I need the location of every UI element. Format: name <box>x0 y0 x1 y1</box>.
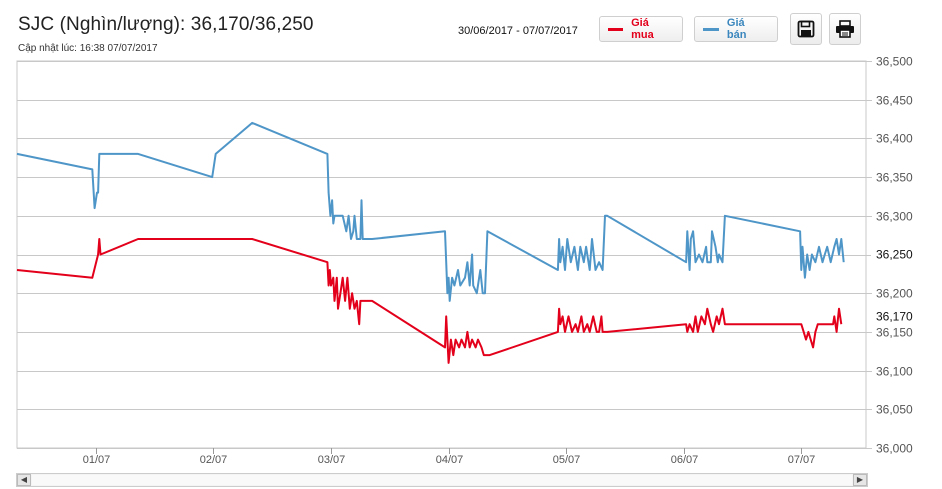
chart-scrollbar[interactable]: ◀ ▶ <box>16 473 868 487</box>
chart-series <box>16 121 845 364</box>
x-tick-label: 04/07 <box>436 454 464 466</box>
y-tick-label: 36,500 <box>876 55 913 69</box>
series-line-buy <box>16 238 843 364</box>
legend-sell-button[interactable]: Giá bán <box>694 16 778 42</box>
y-tick-label: 36,350 <box>876 171 913 185</box>
current-value-text: 36,170 <box>876 309 913 323</box>
current-value-bg <box>871 245 925 263</box>
current-value-text: 36,250 <box>876 248 913 262</box>
x-axis-ticks: 01/07 02/07 03/07 04/07 05/07 06/07 07/07 <box>83 448 816 466</box>
buy-swatch <box>608 27 624 31</box>
save-button[interactable] <box>790 13 822 45</box>
series-line-sell <box>16 121 845 302</box>
x-tick-label: 02/07 <box>200 454 228 466</box>
sell-swatch <box>703 27 719 31</box>
chart-title: SJC (Nghìn/lượng): 36,170/36,250 <box>18 14 314 35</box>
y-tick-label: 36,400 <box>876 132 913 146</box>
current-value-label: 36,170 <box>871 307 925 325</box>
y-tick-label: 36,150 <box>876 326 913 340</box>
scroll-thumb[interactable] <box>32 475 852 485</box>
current-value-label: 36,250 <box>871 245 925 263</box>
current-value-labels: 36,250 36,170 <box>871 245 925 325</box>
y-tick-label: 36,100 <box>876 365 913 379</box>
printer-icon <box>836 20 854 38</box>
updated-timestamp: Cập nhật lúc: 16:38 07/07/2017 <box>18 43 158 54</box>
x-tick-label: 03/07 <box>318 454 346 466</box>
floppy-disk-icon <box>797 20 815 38</box>
x-tick-label: 07/07 <box>788 454 816 466</box>
y-tick-label: 36,450 <box>876 94 913 108</box>
x-tick-label: 01/07 <box>83 454 111 466</box>
x-tick-label: 06/07 <box>671 454 699 466</box>
y-tick-label: 36,050 <box>876 403 913 417</box>
scroll-right-arrow[interactable]: ▶ <box>853 474 867 486</box>
y-tick-label: 36,000 <box>876 442 913 456</box>
y-tick-label: 36,200 <box>876 287 913 301</box>
legend-buy-label: Giá mua <box>631 17 654 41</box>
chart-grid <box>17 61 872 449</box>
legend-buy-button[interactable]: Giá mua <box>599 16 683 42</box>
date-range: 30/06/2017 - 07/07/2017 <box>458 25 578 37</box>
print-button[interactable] <box>829 13 861 45</box>
x-tick-label: 05/07 <box>553 454 581 466</box>
y-tick-label: 36,300 <box>876 210 913 224</box>
plot-frame <box>16 60 867 449</box>
scroll-left-arrow[interactable]: ◀ <box>17 474 31 486</box>
legend-sell-label: Giá bán <box>726 17 747 41</box>
current-value-bg <box>871 307 925 325</box>
